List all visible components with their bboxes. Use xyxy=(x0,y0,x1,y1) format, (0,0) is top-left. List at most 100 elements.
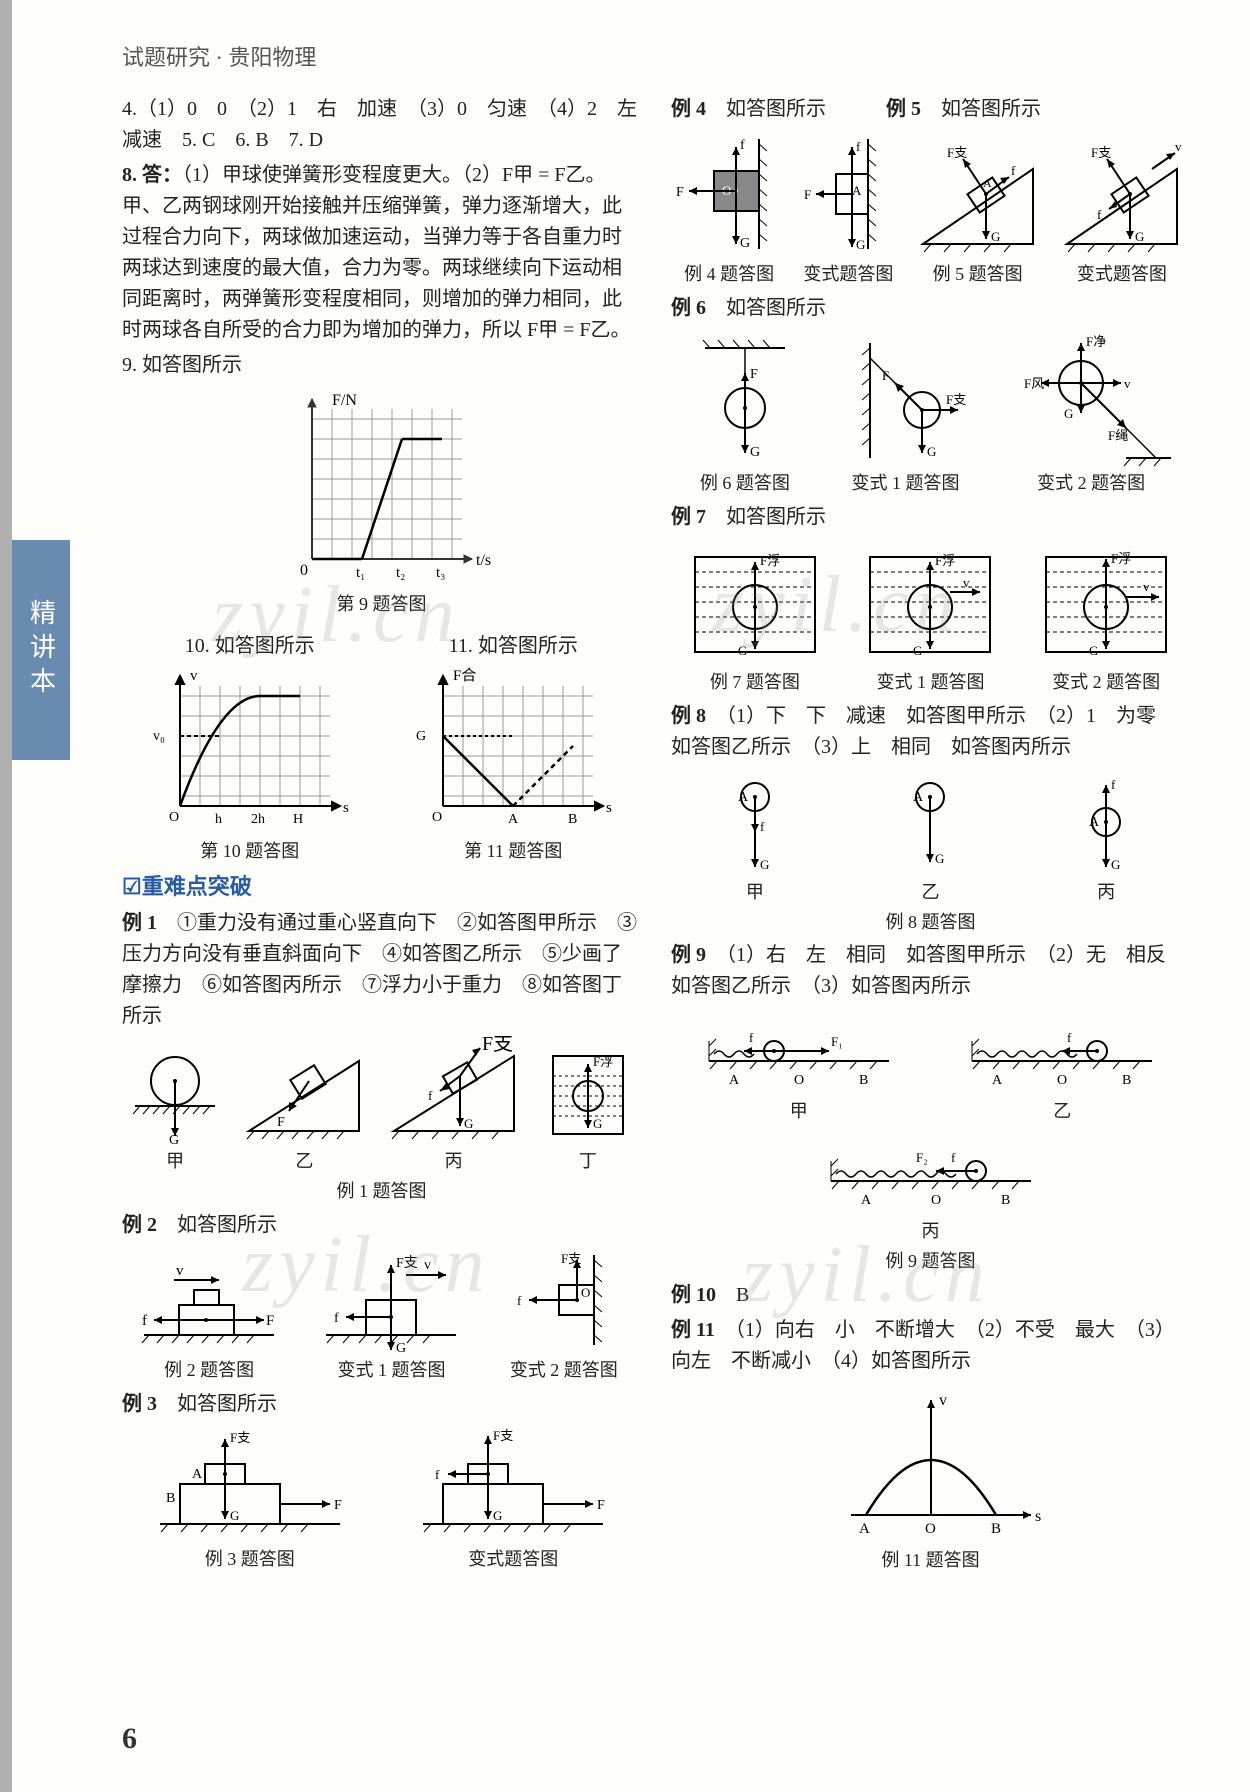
svg-text:v: v xyxy=(424,1258,431,1273)
svg-text:G: G xyxy=(856,237,865,252)
q8-text: 8. 答：（1）甲球使弹簧形变程度更大。（2）F甲 = F乙。甲、乙两钢球刚开始… xyxy=(122,160,641,346)
svg-text:t₁: t₁ xyxy=(356,565,365,581)
svg-text:F: F xyxy=(277,1115,285,1130)
svg-text:f: f xyxy=(856,139,861,154)
svg-text:A: A xyxy=(852,183,862,198)
ex2-figures: vfF 例 2 题答图 F支Gfv 变式 1 题答图 OF支f 变式 2 题答图 xyxy=(122,1245,641,1385)
svg-text:G: G xyxy=(760,857,769,872)
svg-text:f: f xyxy=(142,1313,147,1329)
svg-text:G: G xyxy=(464,1116,473,1131)
svg-text:B: B xyxy=(991,1521,1001,1537)
svg-text:G: G xyxy=(927,444,936,459)
ex8-row-caption: 例 8 题答图 xyxy=(671,909,1190,937)
svg-text:v: v xyxy=(1175,139,1182,154)
ex4-5-figures: OfGF 例 4 题答图 AfGF 变式题答图 F支fGA 例 5 题答图 F支… xyxy=(671,129,1190,289)
svg-text:F₂: F₂ xyxy=(916,1150,928,1165)
svg-text:v: v xyxy=(190,668,198,684)
svg-text:0: 0 xyxy=(300,562,308,579)
svg-text:G: G xyxy=(1135,229,1144,244)
svg-text:O: O xyxy=(794,1073,804,1088)
ex10-text: 例 10 B xyxy=(671,1280,1190,1311)
ex11-text: 例 11 （1）向右 小 不断增大 （2）不受 最大 （3）向左 不断减小 （4… xyxy=(671,1315,1190,1377)
svg-text:O: O xyxy=(925,1521,936,1537)
svg-text:G: G xyxy=(1111,857,1120,872)
svg-text:H: H xyxy=(293,812,303,827)
page-header: 试题研究 · 贵阳物理 xyxy=(122,40,1190,72)
svg-text:v: v xyxy=(963,575,970,590)
svg-text:A: A xyxy=(992,1073,1003,1088)
svg-text:F净: F净 xyxy=(1086,334,1106,349)
svg-text:f: f xyxy=(517,1293,522,1308)
svg-text:f: f xyxy=(1067,1030,1072,1045)
svg-text:O: O xyxy=(169,810,179,825)
svg-text:v: v xyxy=(939,1392,947,1409)
svg-text:A: A xyxy=(192,1467,203,1482)
svg-text:F浮: F浮 xyxy=(593,1054,613,1069)
svg-text:s: s xyxy=(606,800,612,816)
svg-text:f: f xyxy=(1011,163,1016,178)
svg-text:A: A xyxy=(508,812,519,827)
svg-text:f: f xyxy=(740,138,745,153)
ex1-row-caption: 例 1 题答图 xyxy=(122,1178,641,1206)
svg-text:v: v xyxy=(1124,376,1131,391)
svg-text:O: O xyxy=(581,1285,590,1300)
svg-text:2h: 2h xyxy=(251,812,265,827)
svg-text:F: F xyxy=(804,187,811,202)
ex8-text: 例 8 （1）下 下 减速 如答图甲所示 （2）1 为零 如答图乙所示 （3）上… xyxy=(671,701,1190,763)
svg-text:F浮: F浮 xyxy=(1111,551,1131,566)
q10-text: 10. 如答图所示 xyxy=(122,631,378,662)
side-tab: 精讲本 xyxy=(12,540,70,760)
svg-text:F浮: F浮 xyxy=(760,553,780,568)
svg-text:F: F xyxy=(676,185,684,200)
svg-text:F浮: F浮 xyxy=(935,553,955,568)
svg-text:F支: F支 xyxy=(396,1255,418,1271)
ex9-row-caption: 例 9 题答图 xyxy=(671,1248,1190,1276)
svg-text:G: G xyxy=(1064,406,1073,421)
svg-text:F绳: F绳 xyxy=(1108,428,1128,443)
svg-text:A: A xyxy=(738,790,749,805)
svg-text:G: G xyxy=(230,1508,239,1523)
svg-text:A: A xyxy=(983,176,992,190)
svg-text:f: f xyxy=(760,819,765,834)
ex9-text: 例 9 （1）右 左 相同 如答图甲所示 （2）无 相反 如答图乙所示 （3）如… xyxy=(671,940,1190,1002)
svg-text:A: A xyxy=(729,1073,740,1088)
svg-text:s: s xyxy=(343,800,349,816)
svg-text:t/s: t/s xyxy=(476,552,491,569)
svg-text:v: v xyxy=(1143,579,1150,594)
svg-text:f: f xyxy=(1111,777,1116,792)
svg-text:G: G xyxy=(593,1116,602,1131)
svg-text:F支: F支 xyxy=(1091,145,1111,160)
right-column: 例 4 如答图所示 例 5 如答图所示 OfGF 例 4 题答图 AfGF 变式… xyxy=(671,90,1190,1583)
svg-text:v: v xyxy=(176,1263,184,1279)
ex6-text: 例 6 如答图所示 xyxy=(671,293,1190,324)
svg-text:B: B xyxy=(1001,1193,1010,1208)
svg-text:F支: F支 xyxy=(493,1428,513,1443)
q11-caption: 第 11 题答图 xyxy=(408,838,618,866)
svg-text:F: F xyxy=(597,1498,605,1513)
left-column: 4.（1）0 0 （2）1 右 加速 （3）0 匀速 （4）2 左 减速 5. … xyxy=(122,90,641,1583)
svg-text:G: G xyxy=(1089,643,1098,658)
svg-text:h: h xyxy=(215,812,222,827)
svg-text:F支: F支 xyxy=(230,1430,250,1445)
graph-9: F/N t/s 0 t₁ t₂ t₃ xyxy=(272,389,492,589)
ex3-text: 例 3 如答图所示 xyxy=(122,1389,641,1420)
ex9-figures: fF₁AOB 甲 fAOB 乙 xyxy=(671,1006,1190,1126)
svg-text:G: G xyxy=(750,445,760,460)
svg-text:F支: F支 xyxy=(946,392,966,407)
svg-text:G: G xyxy=(169,1133,179,1146)
svg-text:A: A xyxy=(861,1193,872,1208)
svg-text:F支: F支 xyxy=(561,1251,581,1266)
svg-text:F: F xyxy=(882,368,889,383)
q10-caption: 第 10 题答图 xyxy=(145,838,355,866)
q9-caption: 第 9 题答图 xyxy=(122,591,641,619)
page-number: 6 xyxy=(122,1722,137,1756)
svg-text:F/N: F/N xyxy=(332,392,357,409)
svg-text:f: f xyxy=(951,1150,956,1165)
ex1-figures: G 甲 F 乙 F支fG 丙 F浮G 丁 xyxy=(122,1036,641,1176)
svg-text:F合: F合 xyxy=(453,667,476,684)
q8-label: 8. 答： xyxy=(122,164,182,186)
svg-text:B: B xyxy=(859,1073,868,1088)
svg-text:G: G xyxy=(991,229,1000,244)
svg-text:G: G xyxy=(416,729,426,744)
ex7-text: 例 7 如答图所示 xyxy=(671,502,1190,533)
